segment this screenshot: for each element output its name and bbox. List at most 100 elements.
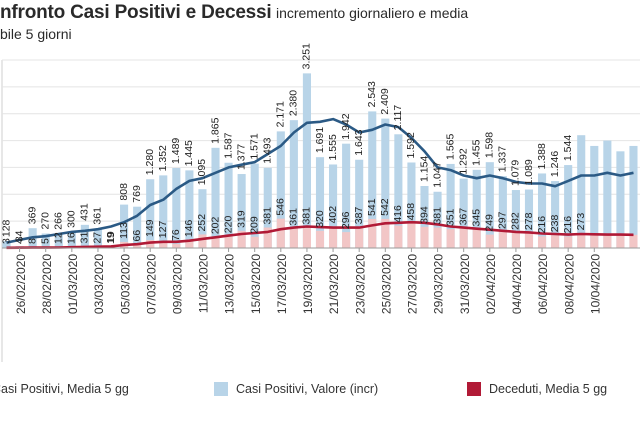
data-label-deceased: 238 [549,215,561,233]
data-label-deceased: 367 [457,208,469,226]
data-label-deceased: 319 [235,210,247,228]
data-label-positive: 1.493 [262,137,274,163]
data-label-deceased: 297 [497,211,509,229]
bar-deceased [616,234,625,248]
bar-positive [302,73,311,249]
data-label-positive: 34 [13,230,25,242]
data-label-deceased: 541 [366,198,378,216]
x-tick-label: 17/03/2020 [275,254,289,314]
bar-deceased [420,226,429,248]
data-label-positive: 1.352 [157,145,169,171]
legend: Casi Positivi, Media 5 gg Casi Positivi,… [0,378,640,400]
chart-subtitle: bile 5 giorni [0,26,72,42]
data-label-deceased: 273 [575,213,587,231]
data-label-deceased: 402 [327,206,339,224]
x-tick-label: 01/03/2020 [66,254,80,314]
bar-deceased [133,244,142,248]
bar-positive [590,145,599,248]
data-label-deceased: 216 [536,216,548,234]
data-label-deceased: 458 [405,203,417,221]
bar-positive [381,118,390,248]
bar-positive [433,191,442,248]
data-label-positive: 1.598 [484,132,496,158]
data-label-deceased: 416 [392,205,404,223]
data-label-deceased: 296 [340,211,352,229]
bar-positive [185,170,194,248]
bar-positive [224,162,233,248]
bar-positive [564,165,573,248]
data-label-positive: 769 [131,185,143,203]
data-label-positive: 1.587 [222,132,234,158]
bar-deceased [590,234,599,248]
bar-positive [159,175,168,248]
data-label-positive: 1.865 [209,117,221,143]
bar-positive [485,162,494,248]
bar-positive [289,120,298,248]
data-label-deceased: 351 [444,208,456,226]
bar-deceased [629,234,638,248]
bar-positive [263,167,272,248]
data-label-positive: 300 [66,210,78,228]
legend-label-pos-avg: Casi Positivi, Media 5 gg [0,382,129,396]
bar-positive [551,181,560,248]
data-label-positive: 1.544 [562,135,574,161]
data-label-positive: 1.337 [497,146,509,172]
bar-deceased [498,232,507,248]
bar-deceased [211,237,220,248]
bar-deceased [485,234,494,248]
bar-deceased [263,227,272,248]
data-label-positive: 1.079 [510,160,522,186]
title-rest: incremento giornaliero e media [275,5,469,21]
data-label-deceased: 320 [314,210,326,228]
bar-positive [355,159,364,248]
data-label-deceased: 282 [510,212,522,230]
data-label-positive: 1.942 [340,113,352,139]
data-label-deceased: 546 [275,198,287,216]
x-tick-label: 25/03/2020 [379,254,393,314]
data-label-positive: 19 [105,231,117,243]
legend-item-pos-value: Casi Positivi, Valore (incr) [214,382,378,396]
bar-deceased [315,230,325,248]
bar-deceased [224,236,233,248]
bar-deceased [472,229,481,248]
bar-positive [146,179,155,248]
bar-positive [276,131,285,248]
x-tick-label: 23/03/2020 [353,254,367,314]
data-label-deceased: 12 [53,232,65,244]
data-label-deceased: 249 [484,214,496,232]
x-tick-label: 02/04/2020 [484,254,498,314]
bar-positive [237,174,246,248]
bar-positive [172,168,181,248]
legend-item-dec-avg: Deceduti, Media 5 gg [467,382,607,396]
bar-positive [133,206,142,248]
data-label-positive: 1.047 [431,161,443,187]
data-label-positive: 1.565 [444,134,456,160]
data-label-positive: 2.409 [379,88,391,114]
data-label-deceased: 542 [379,198,391,216]
bar-positive [2,241,11,248]
bar-positive [407,162,416,248]
bar-deceased [276,218,285,248]
bar-positive [67,231,76,248]
bar-positive [498,176,507,248]
bar-positive [629,145,638,248]
x-tick-label: 15/03/2020 [249,254,263,314]
data-label-deceased: 66 [131,230,143,242]
data-label-deceased: 19 [105,232,117,244]
data-label-positive: 1.280 [144,149,156,175]
data-label-positive: 1.154 [418,156,430,182]
bar-deceased [172,243,181,248]
data-label-positive: 808 [118,183,130,201]
bar-deceased [289,228,298,248]
bar-positive [577,135,586,248]
data-label-positive: 2.380 [288,90,300,116]
bar-positive [511,190,520,248]
data-label-positive: 128 [0,219,12,237]
bar-deceased [603,234,612,248]
x-tick-label: 09/03/2020 [170,254,184,314]
data-label-positive: 369 [26,207,38,225]
bar-positive [446,163,455,248]
x-tick-label: 13/03/2020 [223,254,237,314]
bar-deceased [159,241,168,248]
bar-positive [250,163,259,248]
